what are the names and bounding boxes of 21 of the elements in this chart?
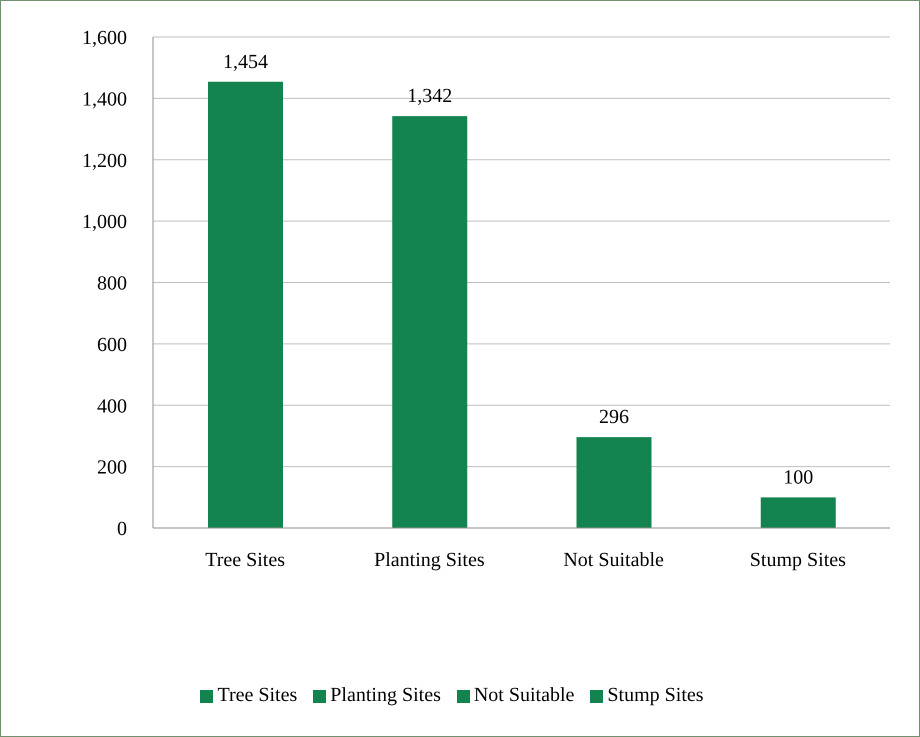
- legend-label: Not Suitable: [474, 684, 574, 706]
- x-tick-label: Planting Sites: [374, 549, 485, 572]
- legend-label: Planting Sites: [330, 684, 441, 706]
- y-tick-label: 1,200: [82, 150, 127, 172]
- y-tick-label: 200: [97, 456, 127, 479]
- x-tick-label: Stump Sites: [750, 549, 846, 572]
- y-tick-label: 0: [117, 518, 127, 540]
- data-label: 1,454: [223, 50, 268, 73]
- y-tick-label: 1,000: [82, 211, 127, 234]
- data-label: 100: [783, 466, 814, 488]
- data-label: 1,342: [407, 85, 452, 108]
- y-tick-label: 600: [97, 334, 127, 356]
- x-tick-label: Not Suitable: [563, 549, 664, 572]
- legend-label: Stump Sites: [607, 684, 704, 706]
- legend-label: Tree Sites: [217, 684, 298, 706]
- x-tick-label: Tree Sites: [205, 549, 286, 572]
- y-tick-label: 1,400: [82, 88, 127, 110]
- y-tick-label: 1,600: [82, 27, 127, 50]
- y-tick-label: 800: [97, 272, 127, 295]
- data-label: 296: [599, 406, 629, 428]
- y-tick-label: 400: [97, 395, 127, 418]
